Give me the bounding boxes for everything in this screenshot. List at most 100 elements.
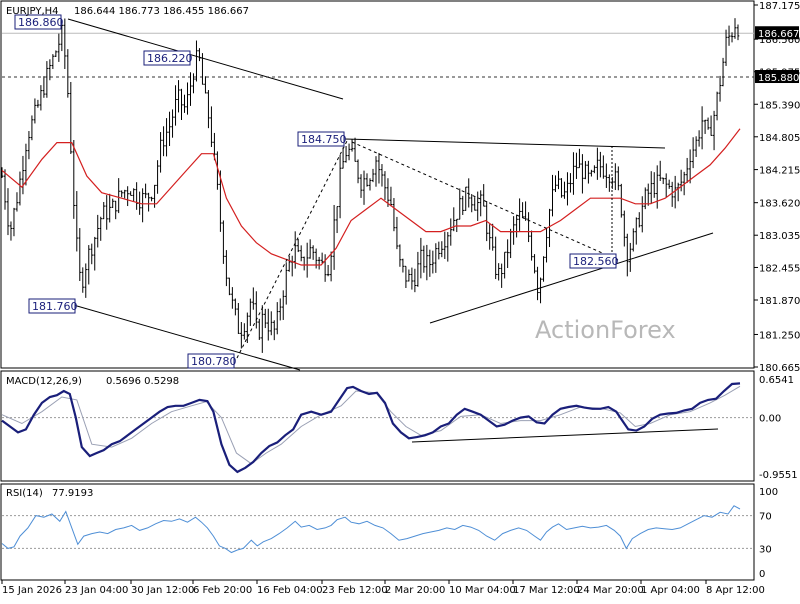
rsi-axis: 100 70 30 0 <box>759 487 778 580</box>
price-bar <box>341 147 345 169</box>
price-bar <box>667 179 671 189</box>
price-bar <box>207 90 210 129</box>
price-bar <box>60 20 64 52</box>
macd-tick-label: 0.00 <box>759 414 781 425</box>
time-tick-label: 17 Mar 12:00 <box>513 585 580 596</box>
time-tick-label: 1 Apr 04:00 <box>641 585 700 596</box>
price-bar <box>186 82 189 115</box>
price-bar <box>362 170 366 205</box>
price-bar <box>473 197 477 211</box>
price-bar <box>718 75 722 102</box>
price-bar <box>228 277 231 296</box>
price-bar <box>664 173 668 198</box>
price-bar <box>434 243 438 273</box>
price-bar <box>81 267 85 293</box>
price-bar <box>536 266 539 301</box>
time-tick-label: 23 Feb 12:00 <box>322 585 388 596</box>
price-bar <box>33 98 37 124</box>
price-tick-label: 187.175 <box>759 1 800 12</box>
price-bar <box>521 202 524 218</box>
price-bar <box>419 237 423 279</box>
price-bar <box>3 169 7 210</box>
label-box <box>187 353 235 369</box>
price-bar <box>691 137 695 169</box>
price-bar <box>569 173 572 193</box>
price-bar <box>688 149 692 184</box>
price-bar <box>240 322 243 349</box>
price-bar <box>174 85 177 126</box>
price-bar <box>287 256 291 272</box>
price-bar <box>90 243 94 265</box>
price-bar <box>368 178 372 191</box>
price-bar <box>623 210 626 247</box>
price-bar <box>733 18 737 39</box>
price-bar <box>431 250 435 274</box>
price-bar <box>410 267 414 290</box>
price-bar <box>584 161 587 180</box>
price-tick-label: 184.215 <box>759 166 800 177</box>
price-bar <box>527 212 530 243</box>
rise-projection-line <box>236 138 349 359</box>
price-bar <box>78 228 82 282</box>
price-bar <box>548 208 551 248</box>
price-bar <box>120 190 123 198</box>
price-bar <box>12 207 16 237</box>
price-bar <box>162 126 165 157</box>
price-bar <box>344 146 348 163</box>
price-bar <box>587 160 590 184</box>
price-bar <box>210 106 213 148</box>
price-bar <box>617 166 620 191</box>
label-text: 186.220 <box>147 52 193 65</box>
reference-price-tag: 185.880 <box>755 70 799 84</box>
rsi-panel-frame <box>0 483 755 581</box>
price-bar <box>590 169 593 177</box>
price-bar <box>371 168 375 183</box>
price-bar <box>422 245 426 273</box>
price-bar <box>147 192 150 212</box>
price-bar <box>114 200 117 220</box>
time-tick-label: 23 Jan 04:00 <box>65 585 128 596</box>
price-bar <box>299 245 303 262</box>
price-bar <box>608 174 611 192</box>
reference-price-tag-text: 185.880 <box>758 73 799 84</box>
price-bar <box>66 49 70 98</box>
price-bar <box>506 239 509 269</box>
label-186220: 186.220 <box>143 50 193 66</box>
price-bar <box>551 174 554 217</box>
price-bar <box>260 305 264 353</box>
price-tick-label: 184.805 <box>759 133 800 144</box>
price-bar <box>198 48 201 62</box>
triangle-upper-line <box>344 138 666 149</box>
price-bar <box>614 163 617 191</box>
price-bar <box>470 194 474 213</box>
price-bar <box>96 214 100 248</box>
price-bar <box>27 131 31 160</box>
price-bar <box>563 181 566 199</box>
price-bar <box>225 250 228 287</box>
reference-price-tag-box <box>755 70 799 84</box>
price-bar <box>566 172 569 206</box>
price-bar <box>290 255 294 277</box>
price-bar <box>512 216 515 245</box>
price-bar <box>108 193 112 223</box>
price-bar <box>252 287 255 310</box>
price-tick-label: 181.250 <box>759 330 800 341</box>
price-bar <box>281 290 285 320</box>
macd-trendline <box>411 428 719 443</box>
label-text: 182.560 <box>573 255 619 268</box>
price-bar <box>195 40 198 82</box>
label-text: 180.780 <box>191 355 237 368</box>
price-bar <box>449 218 453 246</box>
upper-channel-line <box>67 18 344 100</box>
price-bar <box>180 88 183 121</box>
price-bar <box>503 251 506 279</box>
rsi-title: RSI(14) <box>6 488 43 499</box>
price-bar <box>383 171 387 200</box>
label-184750: 184.750 <box>297 131 347 147</box>
price-bar <box>57 33 61 62</box>
price-bar <box>581 154 584 194</box>
macd-tick-label: 0.6541 <box>759 375 794 386</box>
label-box <box>14 14 62 30</box>
price-bar <box>554 175 557 193</box>
price-bar <box>539 277 542 304</box>
